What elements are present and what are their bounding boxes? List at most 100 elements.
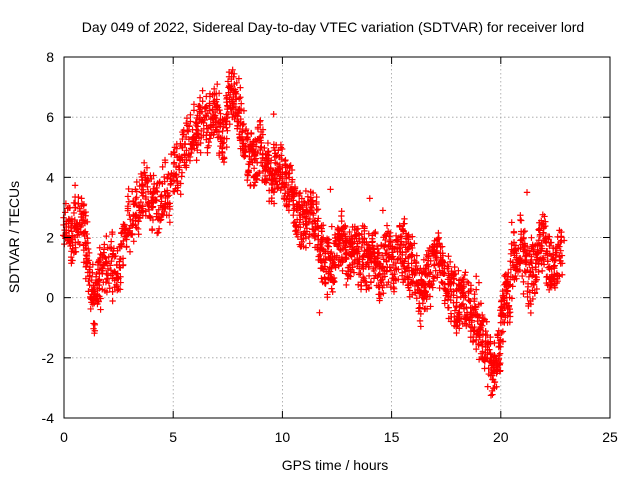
data-point (119, 255, 127, 262)
data-point (84, 260, 91, 267)
data-point (123, 243, 130, 251)
data-point (219, 145, 226, 152)
data-point (412, 258, 420, 266)
data-point (533, 240, 541, 248)
data-point (240, 120, 247, 128)
data-point (203, 103, 210, 110)
data-point (460, 281, 468, 289)
data-point (526, 269, 534, 276)
data-point (118, 230, 125, 237)
data-point (213, 114, 220, 122)
data-point (546, 242, 553, 250)
data-point (68, 260, 75, 267)
data-point (405, 234, 412, 241)
data-point (436, 240, 443, 247)
x-tick-label: 15 (384, 429, 400, 445)
data-point (318, 245, 326, 253)
data-point (173, 171, 180, 178)
data-point (82, 208, 90, 216)
data-point (545, 286, 553, 294)
data-point (257, 117, 264, 124)
data-point (411, 240, 418, 247)
data-point (117, 241, 125, 248)
data-point (157, 193, 164, 200)
data-point (95, 298, 102, 305)
data-point (404, 246, 411, 253)
data-point (303, 201, 310, 209)
x-tick-label: 5 (169, 429, 177, 445)
data-point (171, 188, 178, 195)
data-point (70, 209, 78, 217)
y-axis-label: SDTVAR / TECUs (6, 181, 22, 293)
data-point (358, 243, 366, 251)
data-point (545, 264, 552, 271)
data-point (227, 91, 234, 99)
data-point (106, 285, 113, 292)
data-point (91, 327, 99, 334)
data-point (317, 251, 324, 259)
data-point (289, 176, 296, 183)
data-point (381, 273, 388, 280)
data-point (342, 223, 349, 231)
data-point (288, 166, 296, 174)
data-point (460, 275, 467, 283)
data-point (108, 238, 115, 245)
data-point (551, 257, 558, 264)
data-point (109, 288, 116, 295)
data-point (256, 169, 263, 177)
data-point (469, 338, 477, 346)
data-point (238, 100, 245, 107)
data-point (451, 313, 458, 321)
data-point (313, 200, 320, 208)
data-point (135, 218, 142, 225)
data-point (257, 159, 265, 166)
data-point (350, 269, 358, 276)
data-point (365, 285, 373, 292)
data-point (405, 274, 413, 281)
data-point (158, 198, 165, 205)
data-point (216, 106, 223, 114)
data-point (144, 177, 151, 184)
data-point (349, 246, 356, 253)
data-point (114, 287, 121, 294)
data-point (166, 219, 174, 226)
data-point (239, 121, 246, 129)
data-point (439, 252, 447, 259)
data-point (232, 103, 240, 111)
data-point (223, 117, 231, 125)
data-point (417, 310, 424, 318)
data-point (540, 261, 548, 268)
data-point (215, 90, 223, 97)
data-point (97, 295, 104, 302)
data-point (140, 169, 148, 177)
data-point (305, 219, 312, 226)
data-point (303, 214, 310, 222)
data-point (375, 271, 382, 279)
data-point (413, 252, 420, 259)
data-point (124, 193, 132, 200)
data-point (472, 303, 479, 310)
data-point (452, 270, 459, 278)
data-point (427, 268, 434, 276)
data-point (497, 359, 504, 367)
data-point (106, 262, 114, 269)
data-point (84, 245, 92, 253)
data-point (487, 338, 494, 345)
data-point (425, 253, 432, 260)
data-point (356, 254, 363, 262)
data-point (513, 250, 520, 257)
data-point (328, 248, 335, 256)
data-point (105, 279, 113, 287)
data-point (88, 276, 95, 284)
data-point (409, 233, 416, 240)
data-point (529, 295, 537, 303)
data-point (339, 259, 346, 266)
data-point (467, 282, 475, 289)
data-point (355, 271, 363, 278)
data-point (354, 250, 361, 258)
data-point (121, 221, 128, 229)
data-point (315, 215, 322, 222)
data-point (299, 203, 306, 211)
data-point (391, 270, 398, 278)
data-point (483, 331, 491, 339)
